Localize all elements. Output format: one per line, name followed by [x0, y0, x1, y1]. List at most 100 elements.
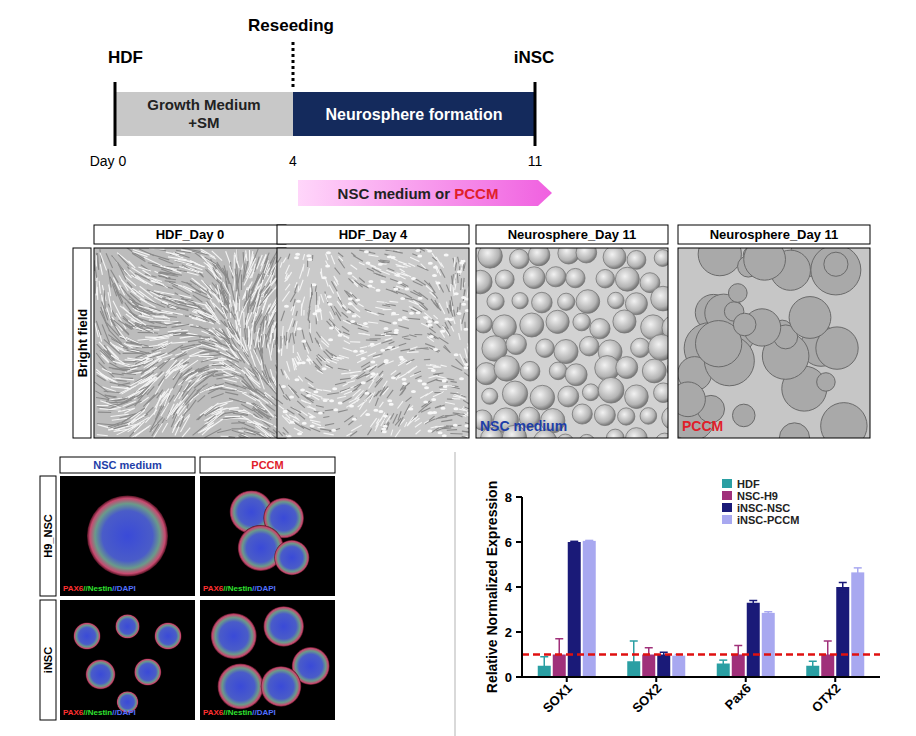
- cell-texture: [464, 373, 469, 380]
- cell-texture: [283, 432, 292, 438]
- cell-texture: [98, 412, 111, 413]
- cell-texture: [131, 366, 140, 368]
- cell-texture: [309, 332, 312, 343]
- cell-texture: [305, 377, 313, 382]
- cell-texture: [361, 381, 366, 384]
- cell-texture: [338, 334, 343, 337]
- cell-texture: [460, 319, 462, 330]
- cell-texture: [616, 357, 638, 379]
- cell-texture: [399, 276, 406, 279]
- cell-texture: [348, 297, 353, 300]
- cell-texture: [322, 276, 327, 279]
- cell-texture: [397, 401, 403, 408]
- cell-texture: [102, 369, 112, 373]
- cell-texture: [285, 265, 289, 274]
- bright-field-image: [94, 248, 286, 438]
- cell-texture: [395, 273, 400, 276]
- cell-texture: [185, 339, 205, 342]
- cell-texture: [124, 275, 136, 285]
- cell-texture: [193, 303, 206, 313]
- cell-texture: [266, 320, 274, 338]
- cell-texture: [423, 317, 428, 321]
- cell-texture: [209, 340, 228, 346]
- cell-texture: [333, 408, 338, 411]
- cell-texture: [510, 249, 529, 268]
- cell-texture: [204, 429, 221, 438]
- cell-texture: [152, 424, 159, 436]
- cell-texture: [127, 370, 143, 373]
- cell-texture: [248, 289, 250, 301]
- cell-texture: [523, 267, 545, 289]
- cell-texture: [131, 427, 149, 438]
- cell-texture: [409, 312, 414, 315]
- cell-texture: [281, 311, 285, 321]
- cell-texture: [487, 293, 504, 310]
- cell-texture: [149, 321, 162, 323]
- cell-texture: [307, 261, 308, 267]
- cell-texture: [424, 313, 431, 319]
- cell-texture: [442, 427, 451, 429]
- cell-texture: [326, 254, 328, 260]
- cell-texture: [396, 266, 407, 267]
- cell-texture: [402, 383, 410, 390]
- cell-texture: [193, 308, 213, 317]
- cell-texture: [389, 342, 395, 344]
- cell-texture: [159, 258, 174, 264]
- cell-texture: [319, 344, 322, 350]
- cell-texture: [189, 400, 196, 410]
- cell-texture: [289, 421, 294, 424]
- cell-texture: [427, 323, 432, 326]
- cell-texture: [160, 358, 171, 369]
- cell-texture: [355, 298, 360, 301]
- cell-texture: [402, 378, 407, 381]
- cell-texture: [447, 379, 454, 380]
- cell-texture: [284, 336, 285, 346]
- cell-texture: [207, 415, 215, 421]
- cell-texture: [435, 373, 444, 374]
- cell-texture: [392, 322, 397, 325]
- cell-texture: [232, 430, 246, 434]
- cell-texture: [179, 304, 198, 309]
- cell-texture: [416, 430, 421, 434]
- cell-texture: [308, 383, 314, 387]
- cell-texture: [654, 250, 668, 267]
- cell-texture: [368, 255, 378, 257]
- cell-texture: [213, 294, 227, 311]
- cell-texture: [429, 335, 434, 338]
- cell-texture: [415, 334, 423, 335]
- cell-texture: [331, 255, 335, 264]
- cell-texture: [154, 327, 167, 329]
- cell-texture: [338, 368, 349, 370]
- cell-texture: [351, 375, 356, 378]
- cell-texture: [408, 407, 413, 410]
- cell-texture: [316, 358, 322, 365]
- cell-texture: [229, 398, 246, 402]
- cell-texture: [316, 332, 320, 338]
- cell-texture: [289, 318, 293, 330]
- cell-texture: [340, 378, 351, 379]
- cell-texture: [536, 339, 554, 357]
- cell-texture: [459, 377, 464, 380]
- cell-texture: [238, 411, 249, 413]
- cell-texture: [110, 402, 128, 408]
- cell-texture: [398, 374, 406, 378]
- cell-texture: [502, 381, 527, 406]
- cell-texture: [164, 321, 179, 323]
- cell-texture: [199, 326, 217, 336]
- reseed-line: [292, 42, 295, 90]
- cell-texture: [317, 341, 320, 347]
- cell-texture: [255, 328, 260, 349]
- cell-texture: [281, 385, 286, 388]
- stage-label: +SM: [188, 114, 219, 131]
- cell-texture: [392, 291, 398, 294]
- cell-texture: [284, 305, 289, 308]
- cell-texture: [104, 391, 121, 393]
- cell-texture: [349, 405, 354, 408]
- cell-texture: [253, 407, 269, 420]
- cell-texture: [432, 411, 437, 414]
- cell-texture: [423, 400, 428, 403]
- cell-texture: [390, 413, 393, 419]
- cell-texture: [400, 349, 410, 351]
- cell-texture: [213, 375, 224, 377]
- cell-texture: [415, 249, 420, 252]
